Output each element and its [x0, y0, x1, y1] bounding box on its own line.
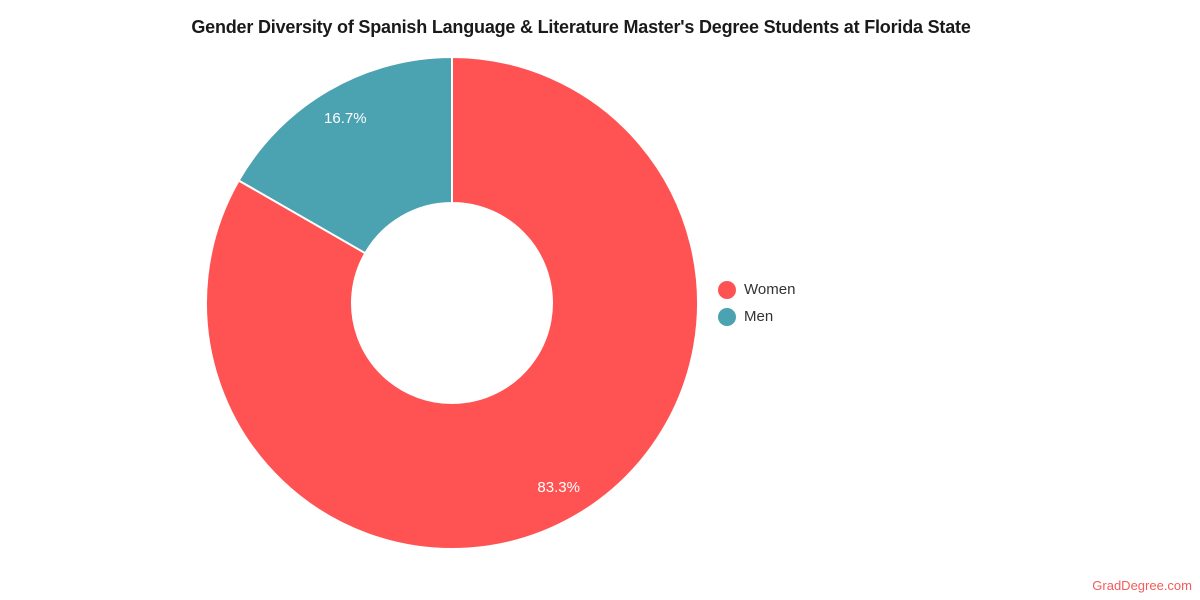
legend-label-men: Men — [744, 308, 774, 325]
legend-item-women[interactable]: Women — [718, 276, 795, 303]
slice-label-women: 83.3% — [537, 479, 580, 496]
legend: Women Men — [718, 276, 795, 330]
pie-slice-men[interactable] — [237, 56, 453, 255]
pie-slice-women[interactable] — [205, 56, 699, 550]
chart-title: Gender Diversity of Spanish Language & L… — [191, 17, 971, 37]
legend-marker-women — [718, 280, 736, 299]
legend-marker-men — [718, 307, 736, 326]
legend-label-women: Women — [744, 281, 796, 298]
legend-item-men[interactable]: Men — [718, 303, 795, 330]
slice-label-men: 16.7% — [324, 110, 367, 127]
watermark-link[interactable]: GradDegree.com — [1092, 578, 1192, 593]
